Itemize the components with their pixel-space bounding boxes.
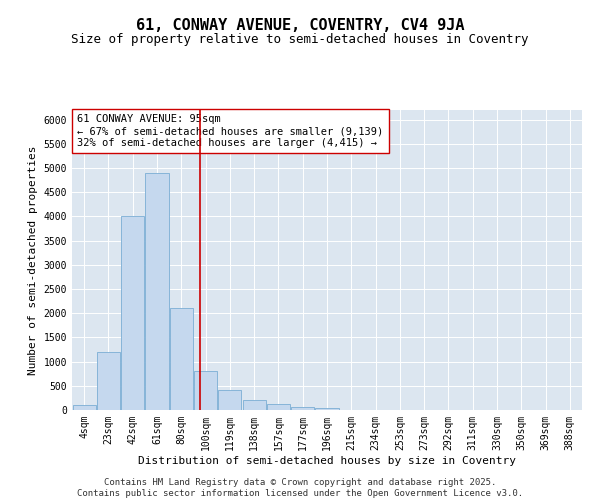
Bar (242, 400, 266, 410)
Bar (291, 406, 314, 410)
Bar (170, 308, 193, 410)
Bar (73, 405, 95, 410)
X-axis label: Distribution of semi-detached houses by size in Coventry: Distribution of semi-detached houses by … (138, 456, 516, 466)
Bar (218, 390, 241, 410)
Bar (121, 216, 144, 410)
Bar (267, 404, 290, 410)
Bar (145, 173, 169, 410)
Text: Contains HM Land Registry data © Crown copyright and database right 2025.
Contai: Contains HM Land Registry data © Crown c… (77, 478, 523, 498)
Text: Size of property relative to semi-detached houses in Coventry: Size of property relative to semi-detach… (71, 32, 529, 46)
Y-axis label: Number of semi-detached properties: Number of semi-detached properties (28, 145, 38, 375)
Text: 61 CONWAY AVENUE: 95sqm
← 67% of semi-detached houses are smaller (9,139)
32% of: 61 CONWAY AVENUE: 95sqm ← 67% of semi-de… (77, 114, 383, 148)
Bar (194, 372, 217, 410)
Bar (97, 352, 120, 410)
Text: 61, CONWAY AVENUE, COVENTRY, CV4 9JA: 61, CONWAY AVENUE, COVENTRY, CV4 9JA (136, 18, 464, 32)
Bar (316, 408, 338, 410)
